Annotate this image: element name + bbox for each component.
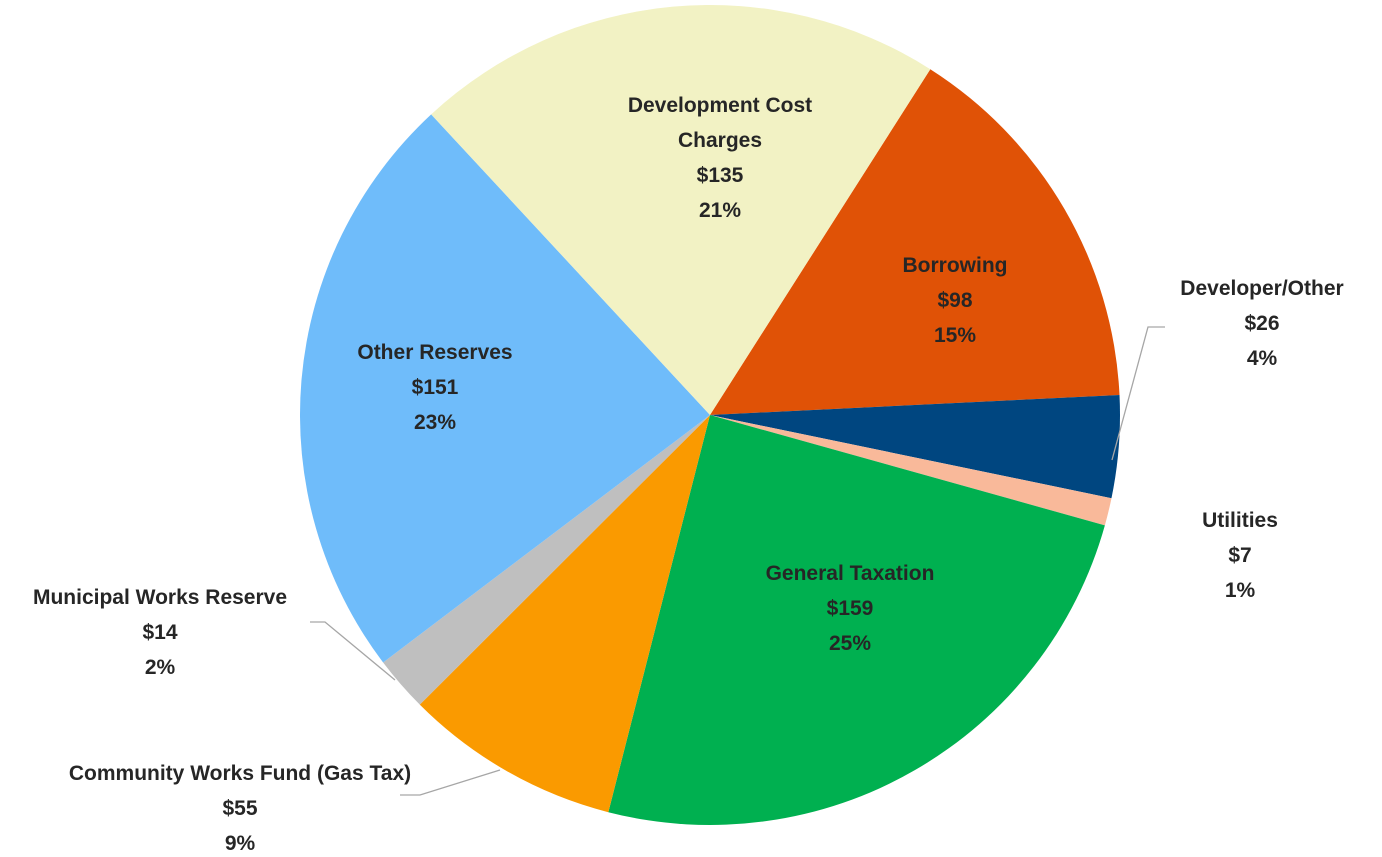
pie-slice (608, 415, 1105, 825)
category-label: Other Reserves (357, 341, 513, 364)
percent-label: 21% (698, 199, 742, 222)
value-label: $159 (826, 597, 874, 620)
pie-slice (431, 4, 931, 415)
pie-slice (419, 415, 710, 813)
value-label: $135 (696, 164, 744, 187)
pie-slice (710, 415, 1112, 526)
value-label: $7 (1228, 544, 1252, 567)
category-label: Development Cost Charges (627, 94, 813, 152)
leader-line (310, 621, 396, 681)
category-label: Community Works Fund (Gas Tax) (68, 762, 412, 785)
category-label: Developer/Other (1180, 277, 1344, 300)
pie-slice (383, 415, 710, 705)
category-label: General Taxation (765, 562, 935, 585)
leader-line (400, 769, 501, 796)
value-label: $98 (937, 289, 973, 312)
slice-label: Developer/Other $26 4% (1132, 271, 1382, 376)
slice-label: Municipal Works Reserve $14 2% (0, 580, 325, 685)
percent-label: 1% (1224, 579, 1256, 602)
percent-label: 9% (224, 832, 256, 855)
pie-slice (299, 114, 710, 663)
slice-label: Borrowing $98 15% (855, 248, 1055, 353)
category-label: Utilities (1202, 509, 1278, 532)
value-label: $55 (222, 797, 258, 820)
pie-slice (710, 69, 1120, 416)
pie-slice (710, 394, 1120, 499)
slice-label: Development Cost Charges $135 21% (600, 88, 840, 228)
percent-label: 25% (828, 632, 872, 655)
slice-label: Utilities $7 1% (1140, 503, 1340, 608)
value-label: $26 (1244, 312, 1280, 335)
category-label: Municipal Works Reserve (32, 586, 288, 609)
category-label: Borrowing (902, 254, 1008, 277)
slice-label: Community Works Fund (Gas Tax) $55 9% (10, 756, 470, 857)
percent-label: 2% (144, 656, 176, 679)
leader-line (1111, 326, 1165, 461)
value-label: $14 (142, 621, 178, 644)
percent-label: 15% (933, 324, 977, 347)
percent-label: 4% (1246, 347, 1278, 370)
percent-label: 23% (413, 411, 457, 434)
slice-label: Other Reserves $151 23% (310, 335, 560, 440)
value-label: $151 (411, 376, 459, 399)
slice-label: General Taxation $159 25% (700, 556, 1000, 661)
